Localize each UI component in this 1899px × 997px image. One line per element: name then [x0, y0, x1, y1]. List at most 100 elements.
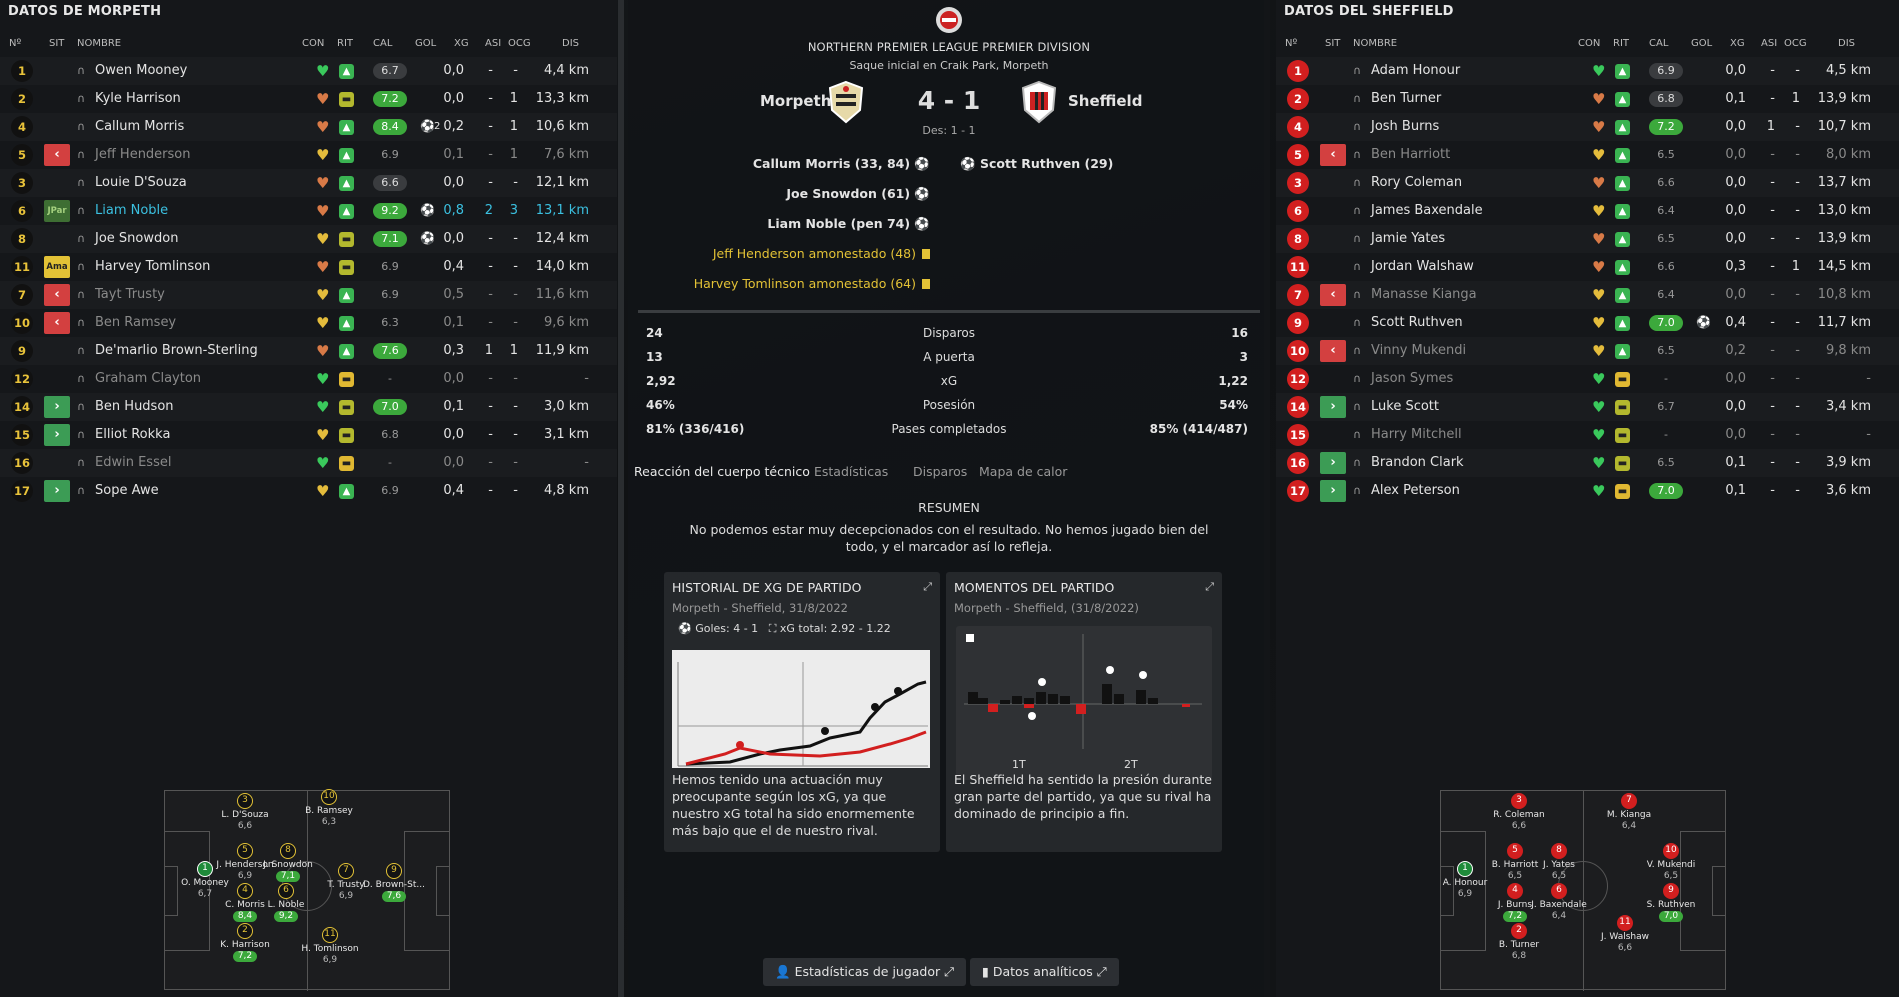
col-asi[interactable]: ASI: [485, 38, 502, 49]
col-sit[interactable]: SIT: [49, 38, 65, 49]
analytics-button[interactable]: ▮ Datos analíticos ⤢: [970, 958, 1119, 986]
player-name[interactable]: Rory Coleman: [1371, 175, 1463, 190]
table-row[interactable]: 8 ∩ Jamie Yates ♥ ▲ 6.5 0,0 - - 13,9 km: [1276, 225, 1899, 253]
player-name[interactable]: Adam Honour: [1371, 63, 1461, 78]
table-row[interactable]: 12 ∩ Jason Symes ♥ ▬ - 0,0 - - -: [1276, 365, 1899, 393]
player-name[interactable]: Ben Turner: [1371, 91, 1442, 106]
lineup-player[interactable]: 10 B. Ramsey 6,3: [291, 789, 367, 828]
xg-history-card[interactable]: HISTORIAL DE XG DE PARTIDO ⤢ Morpeth - S…: [664, 572, 940, 852]
player-name[interactable]: Ben Harriott: [1371, 147, 1451, 162]
lineup-player[interactable]: 9 S. Ruthven 7,0: [1633, 883, 1709, 922]
player-name[interactable]: Luke Scott: [1371, 399, 1439, 414]
tab-statistics[interactable]: Estadísticas: [814, 464, 889, 479]
player-name[interactable]: Scott Ruthven: [1371, 315, 1463, 330]
table-row[interactable]: 1 ∩ Owen Mooney ♥ ▲ 6.7 0,0 - - 4,4 km: [0, 57, 617, 85]
player-name[interactable]: Manasse Kianga: [1371, 287, 1477, 302]
home-team-name[interactable]: Morpeth: [760, 92, 832, 110]
table-row[interactable]: 10 ‹ ∩ Vinny Mukendi ♥ ▲ 6.5 0,2 - - 9,8 km: [1276, 337, 1899, 365]
lineup-player[interactable]: 1 A. Honour 6,9: [1427, 861, 1503, 900]
lineup-player[interactable]: 8 J. Snowdon 7,1: [250, 843, 326, 882]
lineup-player[interactable]: 6 J. Baxendale 6,4: [1521, 883, 1597, 922]
col-dis[interactable]: DIS: [1838, 38, 1855, 49]
player-name[interactable]: Harvey Tomlinson: [95, 259, 211, 274]
player-name[interactable]: Harry Mitchell: [1371, 427, 1462, 442]
lineup-player[interactable]: 1 O. Mooney 6,7: [167, 861, 243, 900]
lineup-player[interactable]: 2 K. Harrison 7,2: [207, 923, 283, 962]
col-ocg[interactable]: OCG: [1784, 38, 1807, 49]
col-rit[interactable]: RIT: [337, 38, 354, 49]
table-row[interactable]: 7 ‹ ∩ Manasse Kianga ♥ ▲ 6.4 0,0 - - 10,8 km: [1276, 281, 1899, 309]
lineup-player[interactable]: 6 L. Noble 9,2: [248, 883, 324, 922]
table-row[interactable]: 9 ∩ De'marlio Brown-Sterling ♥ ▲ 7.6 0,3 1 1 11,9…: [0, 337, 617, 365]
col-rit[interactable]: RIT: [1613, 38, 1630, 49]
col-gol[interactable]: GOL: [415, 38, 437, 49]
lineup-player[interactable]: 4 J. Burns 7,2: [1477, 883, 1553, 922]
col-name[interactable]: NOMBRE: [1353, 38, 1398, 49]
table-row[interactable]: 17 › ∩ Alex Peterson ♥ ▬ 7.0 0,1 - - 3,6 km: [1276, 477, 1899, 505]
lineup-player[interactable]: 11 H. Tomlinson 6,9: [292, 927, 368, 966]
col-xg[interactable]: XG: [1730, 38, 1745, 49]
table-row[interactable]: 9 ∩ Scott Ruthven ♥ ▲ 7.0 ⚽ 0,4 - - 11,7 km: [1276, 309, 1899, 337]
player-name[interactable]: Jeff Henderson: [95, 147, 191, 162]
lineup-player[interactable]: 11 J. Walshaw 6,6: [1587, 915, 1663, 954]
table-row[interactable]: 2 ∩ Kyle Harrison ♥ ▬ 7.2 0,0 - 1 13,3 km: [0, 85, 617, 113]
player-name[interactable]: Alex Peterson: [1371, 483, 1460, 498]
player-name[interactable]: Jason Symes: [1371, 371, 1454, 386]
table-row[interactable]: 16 ∩ Edwin Essel ♥ ▬ - 0,0 - - -: [0, 449, 617, 477]
player-name[interactable]: Louie D'Souza: [95, 175, 187, 190]
player-name[interactable]: Vinny Mukendi: [1371, 343, 1467, 358]
player-name[interactable]: Graham Clayton: [95, 371, 202, 386]
player-name[interactable]: Liam Noble: [95, 203, 169, 218]
lineup-player[interactable]: 2 B. Turner 6,8: [1481, 923, 1557, 962]
table-row[interactable]: 4 ∩ Callum Morris ♥ ▲ 8.4 ⚽ 2 0,2 - 1 10,6 km: [0, 113, 617, 141]
player-name[interactable]: Josh Burns: [1371, 119, 1440, 134]
lineup-player[interactable]: 9 D. Brown-St... 7,6: [356, 863, 432, 902]
tab-heatmap[interactable]: Mapa de calor: [979, 464, 1068, 479]
player-name[interactable]: James Baxendale: [1371, 203, 1483, 218]
tab-staff-reaction[interactable]: Reacción del cuerpo técnico: [634, 464, 810, 479]
lineup-player[interactable]: 10 V. Mukendi 6,5: [1633, 843, 1709, 882]
table-row[interactable]: 5 ‹ ∩ Ben Harriott ♥ ▲ 6.5 0,0 - - 8,0 km: [1276, 141, 1899, 169]
expand-icon[interactable]: ⤢: [923, 580, 932, 593]
table-row[interactable]: 16 › ∩ Brandon Clark ♥ ▬ 6.5 0,1 - - 3,9 km: [1276, 449, 1899, 477]
col-num[interactable]: Nº: [9, 38, 22, 49]
col-con[interactable]: CON: [1578, 38, 1601, 49]
table-row[interactable]: 14 › ∩ Luke Scott ♥ ▬ 6.7 0,0 - - 3,4 km: [1276, 393, 1899, 421]
player-name[interactable]: Sope Awe: [95, 483, 159, 498]
table-row[interactable]: 11 ∩ Jordan Walshaw ♥ ▲ 6.6 0,3 - 1 14,5 km: [1276, 253, 1899, 281]
player-name[interactable]: Joe Snowdon: [95, 231, 179, 246]
col-name[interactable]: NOMBRE: [77, 38, 122, 49]
player-name[interactable]: Edwin Essel: [95, 455, 172, 470]
tab-shots[interactable]: Disparos: [913, 464, 968, 479]
col-num[interactable]: Nº: [1285, 38, 1298, 49]
player-name[interactable]: Elliot Rokka: [95, 427, 171, 442]
table-row[interactable]: 15 › ∩ Elliot Rokka ♥ ▬ 6.8 0,0 - - 3,1 km: [0, 421, 617, 449]
table-row[interactable]: 2 ∩ Ben Turner ♥ ▲ 6.8 0,1 - 1 13,9 km: [1276, 85, 1899, 113]
lineup-player[interactable]: 3 R. Coleman 6,6: [1481, 793, 1557, 832]
table-row[interactable]: 3 ∩ Louie D'Souza ♥ ▲ 6.6 0,0 - - 12,1 km: [0, 169, 617, 197]
table-row[interactable]: 14 › ∩ Ben Hudson ♥ ▬ 7.0 0,1 - - 3,0 km: [0, 393, 617, 421]
player-name[interactable]: Ben Ramsey: [95, 315, 177, 330]
col-cal[interactable]: CAL: [373, 38, 393, 49]
expand-icon[interactable]: ⤢: [1205, 580, 1214, 593]
table-row[interactable]: 1 ∩ Adam Honour ♥ ▲ 6.9 0,0 - - 4,5 km: [1276, 57, 1899, 85]
player-stats-button[interactable]: 👤 Estadísticas de jugador ⤢: [763, 958, 967, 986]
player-name[interactable]: Brandon Clark: [1371, 455, 1464, 470]
lineup-player[interactable]: 5 J. Henderson 6,9: [207, 843, 283, 882]
player-name[interactable]: Owen Mooney: [95, 63, 188, 78]
table-row[interactable]: 12 ∩ Graham Clayton ♥ ▬ - 0,0 - - -: [0, 365, 617, 393]
table-row[interactable]: 6 ∩ James Baxendale ♥ ▲ 6.4 0,0 - - 13,0 km: [1276, 197, 1899, 225]
table-row[interactable]: 7 ‹ ∩ Tayt Trusty ♥ ▲ 6.9 0,5 - - 11,6 km: [0, 281, 617, 309]
col-con[interactable]: CON: [302, 38, 325, 49]
player-name[interactable]: Jordan Walshaw: [1371, 259, 1474, 274]
col-asi[interactable]: ASI: [1761, 38, 1778, 49]
table-row[interactable]: 11 Ama ∩ Harvey Tomlinson ♥ ▬ 6.9 0,4 - - 14,0 km: [0, 253, 617, 281]
away-team-name[interactable]: Sheffield: [1068, 92, 1143, 110]
lineup-player[interactable]: 3 L. D'Souza 6,6: [207, 793, 283, 832]
home-crest-icon[interactable]: [826, 80, 866, 124]
match-moments-card[interactable]: MOMENTOS DEL PARTIDO ⤢ Morpeth - Sheffie…: [946, 572, 1222, 852]
table-row[interactable]: 15 ∩ Harry Mitchell ♥ ▬ - 0,0 - - -: [1276, 421, 1899, 449]
lineup-player[interactable]: 5 B. Harriott 6,5: [1477, 843, 1553, 882]
player-name[interactable]: Callum Morris: [95, 119, 185, 134]
col-gol[interactable]: GOL: [1691, 38, 1713, 49]
